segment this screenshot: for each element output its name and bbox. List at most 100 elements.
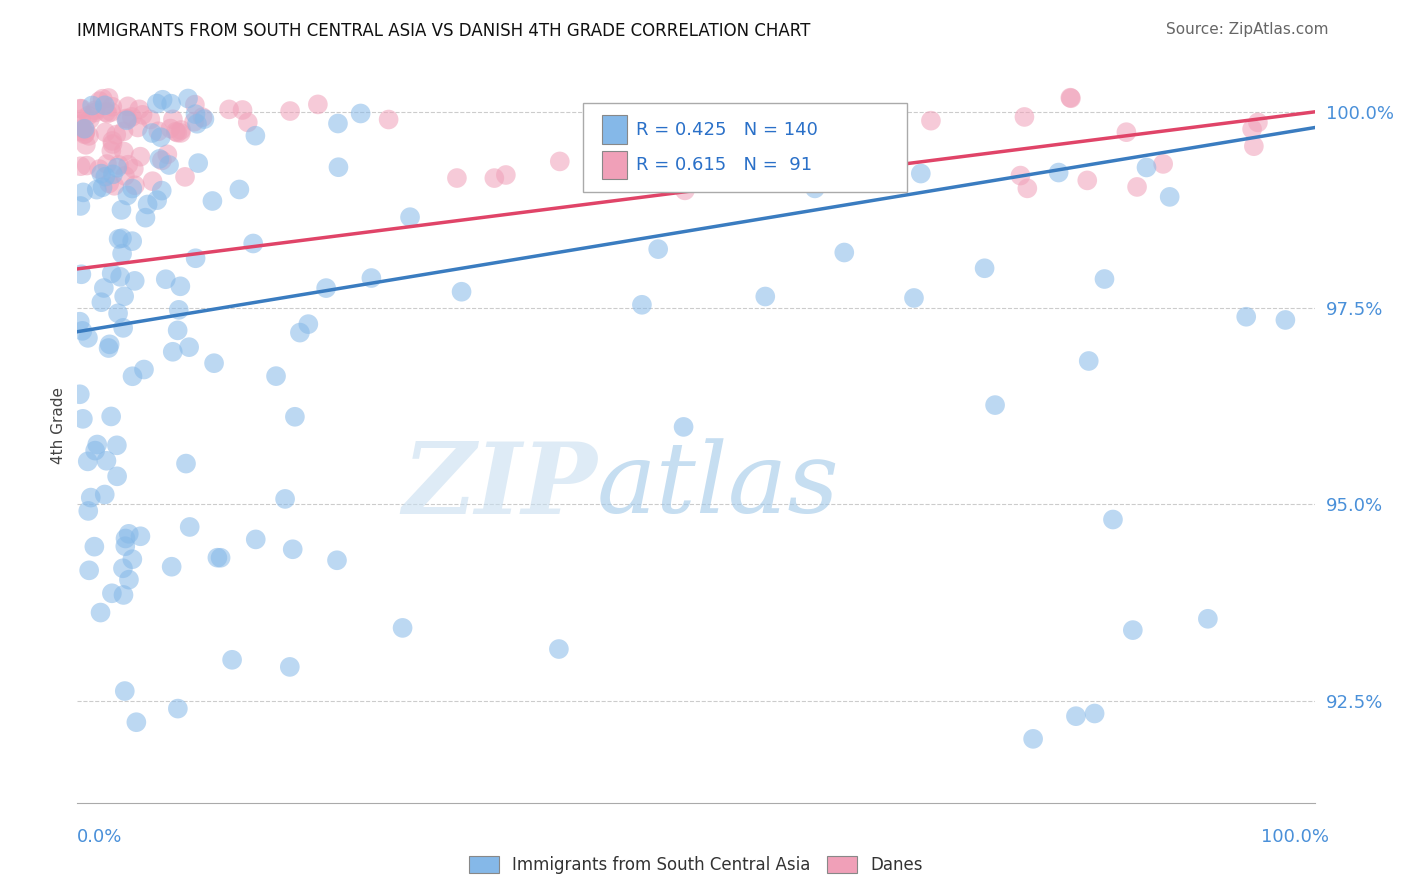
Point xyxy=(665,163,688,178)
Point xyxy=(167,701,190,715)
Point xyxy=(94,169,117,184)
Point xyxy=(1022,731,1045,746)
Point xyxy=(118,573,141,587)
Point xyxy=(1064,709,1087,723)
Point xyxy=(274,491,297,506)
Point xyxy=(207,550,229,565)
Point xyxy=(97,91,120,105)
Point xyxy=(160,559,183,574)
Point xyxy=(193,112,215,126)
Point xyxy=(115,113,138,128)
Point xyxy=(73,128,96,142)
Point xyxy=(121,234,143,248)
Point xyxy=(96,157,118,171)
Point xyxy=(1017,181,1039,195)
Point xyxy=(631,298,654,312)
Point xyxy=(167,302,190,317)
Point xyxy=(75,123,97,137)
Point xyxy=(93,281,115,295)
Point xyxy=(231,103,253,117)
Point xyxy=(121,110,143,124)
Point xyxy=(1076,173,1098,187)
Point xyxy=(1059,90,1081,104)
Point xyxy=(170,123,193,137)
Point xyxy=(111,561,134,575)
Point xyxy=(548,154,571,169)
Point xyxy=(131,108,153,122)
Point xyxy=(110,202,132,217)
Point xyxy=(349,106,371,120)
Point xyxy=(80,491,103,505)
Point xyxy=(79,112,101,127)
Point xyxy=(94,105,117,120)
Point xyxy=(100,144,122,158)
Point xyxy=(177,91,200,105)
Point xyxy=(186,117,208,131)
Point xyxy=(117,158,139,172)
Point xyxy=(76,454,98,468)
Point xyxy=(72,324,94,338)
Point xyxy=(264,369,287,384)
Text: IMMIGRANTS FROM SOUTH CENTRAL ASIA VS DANISH 4TH GRADE CORRELATION CHART: IMMIGRANTS FROM SOUTH CENTRAL ASIA VS DA… xyxy=(77,22,811,40)
Point xyxy=(150,184,173,198)
Point xyxy=(100,267,122,281)
Point xyxy=(70,121,93,136)
Point xyxy=(804,181,827,195)
Point xyxy=(159,121,181,136)
Point xyxy=(100,409,122,424)
Point xyxy=(100,105,122,120)
Point xyxy=(179,520,201,534)
Point xyxy=(128,103,150,117)
Point xyxy=(766,131,789,145)
Point xyxy=(90,167,112,181)
Point xyxy=(973,261,995,276)
Point xyxy=(115,112,138,126)
Point xyxy=(484,171,506,186)
Point xyxy=(174,457,197,471)
Point xyxy=(155,272,177,286)
Point xyxy=(77,331,100,345)
Point xyxy=(191,110,214,124)
Point xyxy=(77,504,100,518)
Point xyxy=(1197,612,1219,626)
Text: atlas: atlas xyxy=(598,439,839,534)
Point xyxy=(69,159,91,173)
Point xyxy=(97,341,120,355)
Point xyxy=(278,660,301,674)
Point xyxy=(129,529,152,543)
Point xyxy=(1122,623,1144,637)
Point xyxy=(1241,122,1264,136)
Point xyxy=(75,127,97,141)
Point xyxy=(69,102,91,116)
Point xyxy=(98,337,121,351)
Point xyxy=(202,356,225,370)
Point xyxy=(242,236,264,251)
Point xyxy=(221,653,243,667)
Point xyxy=(134,211,156,225)
Point xyxy=(108,158,131,172)
Point xyxy=(124,274,146,288)
Point xyxy=(139,112,162,127)
Point xyxy=(187,156,209,170)
Point xyxy=(179,340,201,354)
Point xyxy=(142,174,165,188)
Point xyxy=(920,113,942,128)
Text: ZIP: ZIP xyxy=(402,438,598,534)
Point xyxy=(391,621,413,635)
Point xyxy=(170,126,193,140)
Point xyxy=(121,181,143,195)
Point xyxy=(673,183,696,197)
Point xyxy=(162,344,184,359)
Legend: Immigrants from South Central Asia, Danes: Immigrants from South Central Asia, Dane… xyxy=(463,850,929,881)
Point xyxy=(288,326,311,340)
Point xyxy=(112,289,135,303)
Point xyxy=(103,178,125,193)
Point xyxy=(868,160,890,174)
Point xyxy=(117,99,139,113)
Point xyxy=(184,252,207,266)
Point xyxy=(149,130,172,145)
Point xyxy=(278,103,301,118)
Point xyxy=(284,409,307,424)
Point xyxy=(1159,190,1181,204)
Point xyxy=(1247,115,1270,129)
